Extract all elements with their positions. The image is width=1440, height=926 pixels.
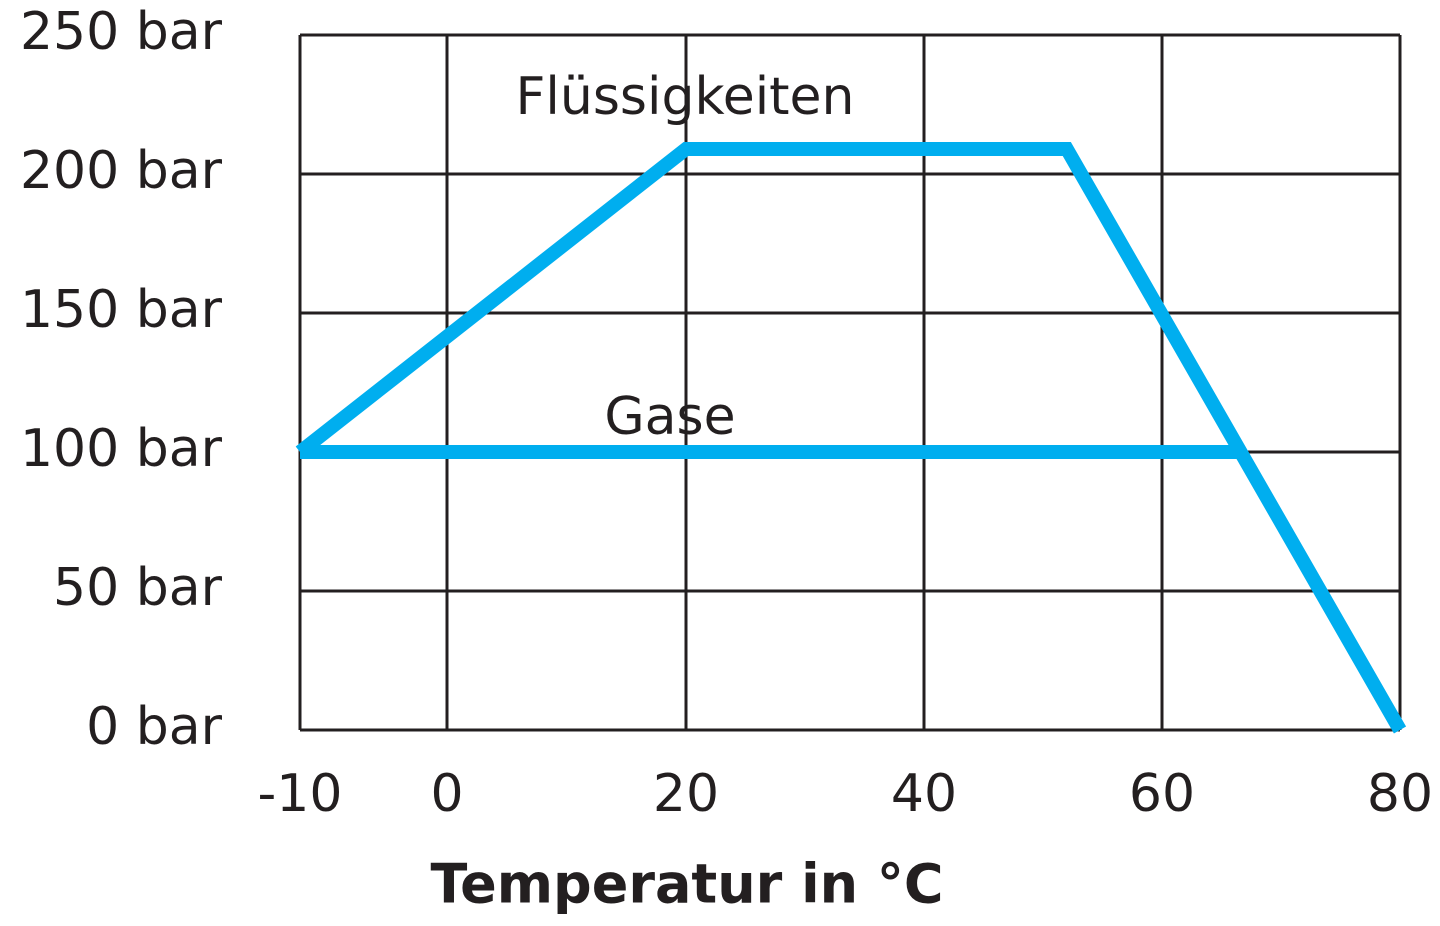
series-label: Flüssigkeiten [516, 67, 855, 127]
y-tick-label: 100 bar [20, 419, 223, 479]
y-tick-label: 250 bar [20, 2, 223, 62]
x-tick-label: 40 [891, 764, 957, 824]
x-tick-label: 60 [1129, 764, 1195, 824]
y-tick-label: 150 bar [20, 280, 223, 340]
x-tick-label: 80 [1367, 764, 1433, 824]
x-tick-label: 20 [653, 764, 719, 824]
series-label: Gase [604, 387, 735, 447]
y-tick-label: 0 bar [86, 697, 222, 757]
y-tick-label: 200 bar [20, 141, 223, 201]
x-tick-label: 0 [430, 764, 463, 824]
y-tick-label: 50 bar [53, 558, 223, 618]
x-tick-label: -10 [258, 764, 343, 824]
data-line [295, 141, 1407, 734]
x-axis-title: Temperatur in °C [431, 853, 944, 916]
